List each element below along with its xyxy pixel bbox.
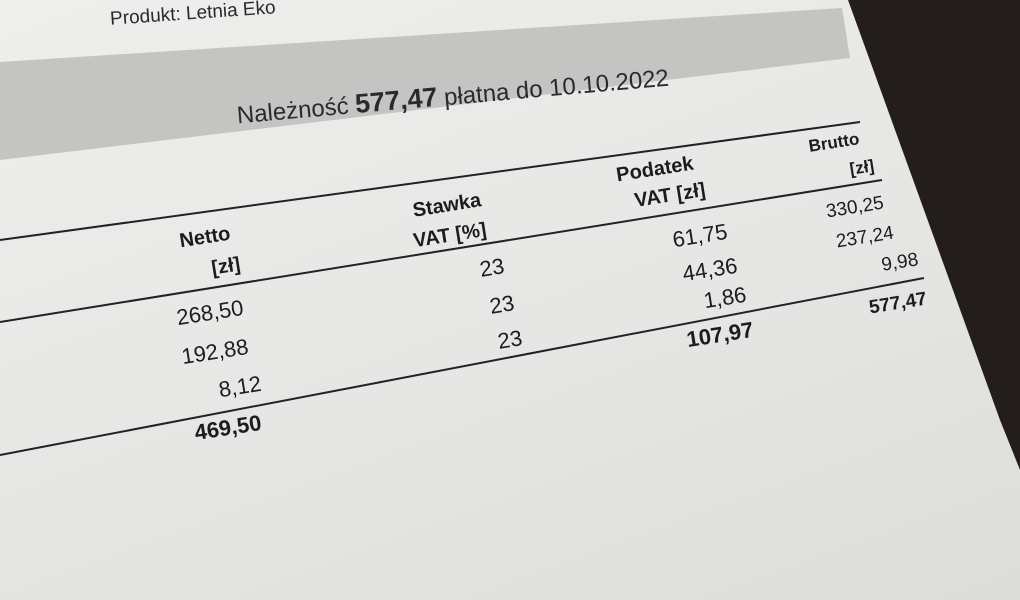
row3-stawka: 23 xyxy=(495,325,524,354)
row1-stawka: 23 xyxy=(477,253,506,282)
col-brutto-unit: [zł] xyxy=(848,156,876,179)
totals-rule xyxy=(0,277,925,456)
col-netto-unit: [zł] xyxy=(209,253,242,280)
header-bottom-rule xyxy=(0,179,883,323)
row2-stawka: 23 xyxy=(487,290,516,319)
table-top-rule xyxy=(0,121,861,241)
due-amount: 577,47 xyxy=(353,81,439,119)
